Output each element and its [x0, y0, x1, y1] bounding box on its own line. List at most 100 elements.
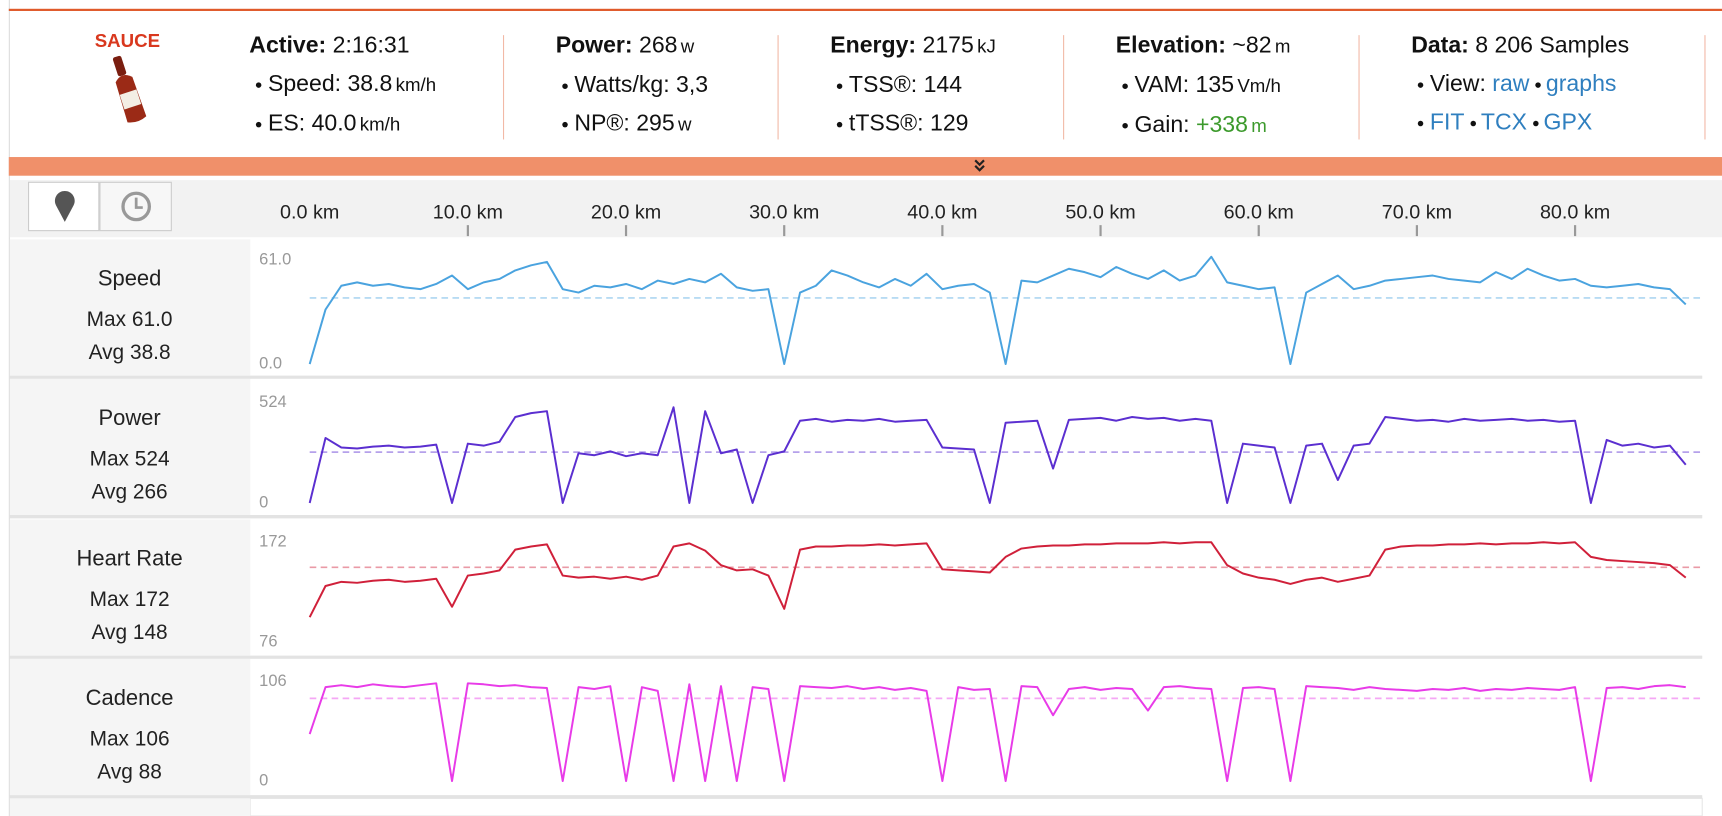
stat-label: Speed: — [267, 71, 342, 97]
bottle-icon — [112, 55, 147, 123]
stat-title-label: Power: — [555, 32, 633, 59]
x-tick-label: 30.0 km — [749, 202, 819, 224]
panel-avg: Avg 148 — [91, 621, 167, 644]
x-tick-label: 10.0 km — [433, 202, 503, 224]
link-separator — [1532, 120, 1539, 127]
expand-chevron[interactable] — [972, 158, 987, 173]
bullet — [836, 121, 843, 128]
stat-item: Watts/kg: 3,3 — [556, 66, 708, 104]
panel-name: Speed — [98, 266, 161, 291]
y-tick-label: 61.0 — [259, 251, 291, 269]
bullet — [255, 121, 262, 128]
bullet — [1122, 83, 1128, 89]
stat-title: Active: 2:16:31 — [249, 26, 436, 64]
panel-max: Max 106 — [90, 728, 170, 751]
stat-column: Energy: 2175 kJ TSS®: 144 tTSS®: 129 — [830, 26, 996, 142]
stat-label: ES: — [267, 110, 306, 137]
avg-value: 148 — [133, 621, 168, 644]
stat-value: 144 — [923, 72, 963, 98]
avg-value: 88 — [139, 761, 162, 784]
panel-max: Max 524 — [90, 448, 170, 471]
panel-avg: Avg 88 — [97, 761, 162, 784]
stat-item: Speed: 38.8 km/h — [249, 65, 436, 105]
x-tick-label: 20.0 km — [591, 202, 661, 224]
series-line — [308, 406, 1687, 504]
x-tick-label: 40.0 km — [907, 202, 977, 224]
avg-prefix: Avg — [91, 481, 127, 504]
link-separator — [1534, 82, 1541, 88]
link[interactable]: FIT — [1429, 109, 1465, 136]
bullet — [562, 83, 568, 89]
x-tick-label: 80.0 km — [1540, 202, 1610, 224]
stat-label: tTSS®: — [848, 110, 924, 137]
panel-avg: Avg 38.8 — [89, 341, 171, 364]
panel-name: Cadence — [86, 685, 174, 710]
link[interactable]: GPX — [1543, 109, 1593, 136]
link[interactable]: graphs — [1545, 71, 1617, 97]
panel-label-bg — [9, 239, 251, 376]
stat-title-label: Active: — [249, 32, 327, 59]
x-tick-label: 60.0 km — [1224, 202, 1294, 224]
stat-title: Power: 268 w — [556, 26, 708, 66]
link[interactable]: TCX — [1480, 109, 1528, 136]
stat-item: TSS®: 144 — [830, 66, 996, 104]
series-line — [308, 255, 1687, 366]
bullet — [836, 83, 843, 89]
panel-name: Power — [98, 405, 160, 430]
y-tick-label: 524 — [259, 393, 286, 411]
stat-label: Watts/kg: — [574, 72, 670, 98]
panel-avg: Avg 266 — [91, 481, 167, 504]
max-value: 524 — [135, 448, 170, 471]
next-panel-label — [9, 798, 251, 816]
stat-value: 129 — [929, 110, 969, 137]
stat-title: Data: 8 206 Samples — [1411, 26, 1629, 64]
link[interactable]: raw — [1492, 71, 1530, 97]
panel-plot-bg — [250, 239, 1703, 376]
stat-column: Power: 268 w Watts/kg: 3,3 NP®: 295 w — [556, 26, 708, 144]
stat-title-value: 268 — [639, 32, 678, 59]
stat-title-value: 2:16:31 — [332, 32, 410, 59]
max-prefix: Max — [87, 308, 127, 331]
avg-value: 266 — [133, 481, 168, 504]
series-line — [308, 541, 1687, 618]
max-value: 106 — [135, 728, 170, 751]
separator — [777, 35, 779, 140]
avg-prefix: Avg — [89, 341, 125, 364]
max-prefix: Max — [90, 448, 130, 471]
stat-column: Active: 2:16:31 Speed: 38.8 km/h ES: 40.0 km… — [249, 26, 436, 144]
stat-title-value: 2175 — [922, 32, 974, 59]
y-tick-label: 106 — [259, 672, 286, 690]
bullet — [1417, 120, 1424, 127]
avg-value: 38.8 — [130, 341, 171, 364]
x-tick-label: 50.0 km — [1065, 202, 1135, 224]
panel-max: Max 61.0 — [87, 308, 173, 331]
logo: SAUCE — [77, 31, 178, 133]
stat-item: FIT TCX GPX — [1411, 103, 1629, 141]
stat-column: Data: 8 206 Samples View: raw graphs FIT TCX… — [1411, 26, 1629, 141]
y-tick-label: 0 — [259, 493, 268, 511]
stat-title-label: Data: — [1411, 32, 1469, 59]
stat-value: 3,3 — [676, 72, 709, 98]
panel-max: Max 172 — [90, 588, 170, 611]
panel-plot-bg — [250, 378, 1703, 516]
stat-item: View: raw graphs — [1411, 65, 1629, 103]
stat-unit: km/h — [359, 114, 401, 136]
stat-title-value: ~82 — [1232, 32, 1272, 59]
y-tick-label: 0 — [259, 771, 268, 789]
stat-column: Elevation: ~82 m VAM: 135 Vm/h Gain: +338 m — [1116, 26, 1291, 145]
bullet — [562, 121, 568, 128]
max-value: 172 — [135, 588, 170, 611]
next-panel — [249, 797, 1703, 816]
clock-icon — [121, 191, 152, 222]
separator — [1063, 35, 1065, 140]
stat-title: Elevation: ~82 m — [1116, 26, 1291, 66]
panel-label-bg — [9, 378, 251, 516]
expand-bar[interactable] — [8, 157, 1722, 176]
stat-value: 135 — [1195, 72, 1235, 98]
max-prefix: Max — [90, 728, 130, 751]
stat-title-unit: kJ — [977, 36, 996, 58]
page-edge — [8, 0, 10, 816]
brand: SAUCE — [94, 30, 161, 52]
stat-label: View: — [1429, 71, 1486, 97]
